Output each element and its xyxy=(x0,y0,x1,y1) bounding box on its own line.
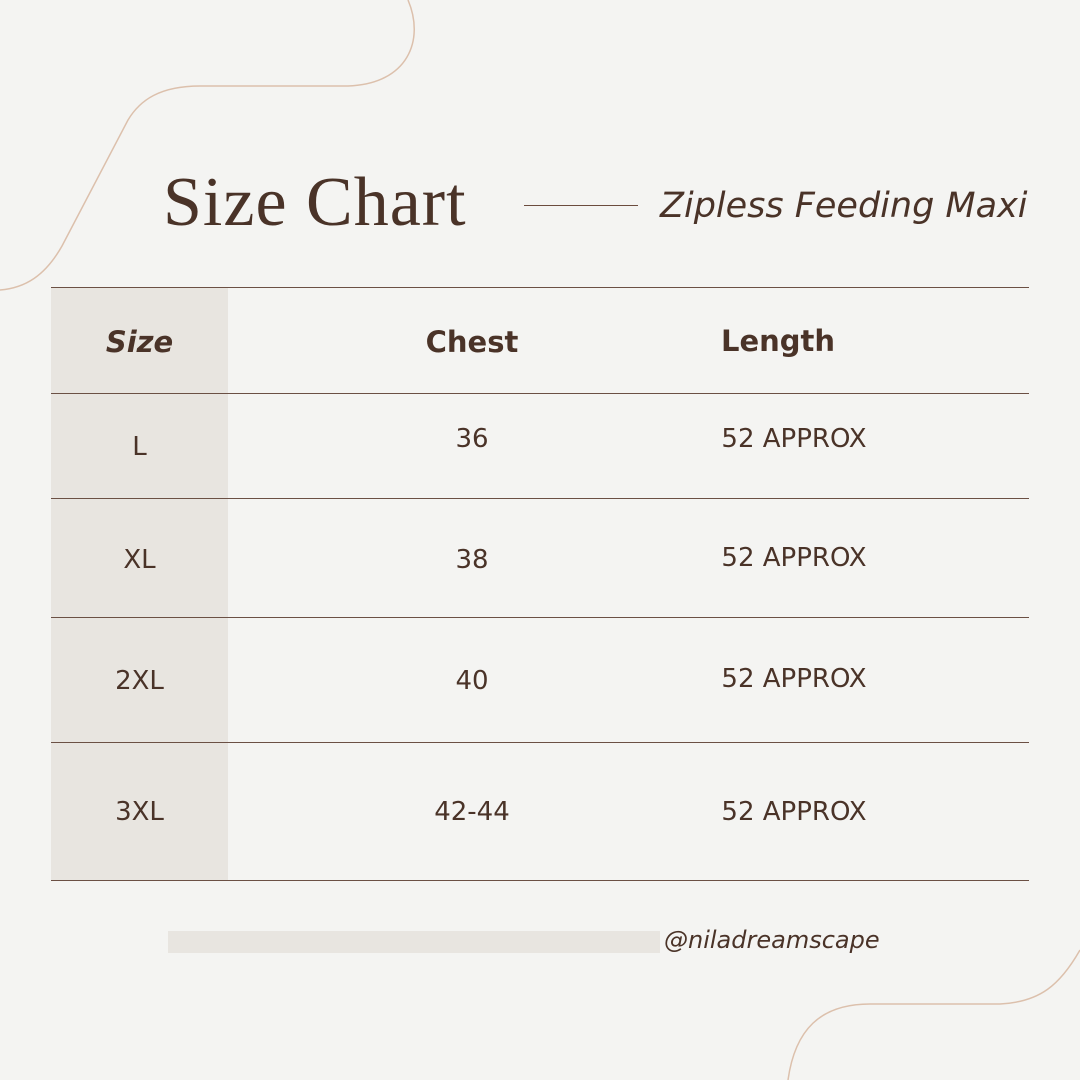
top-left-curve xyxy=(0,0,415,291)
size-cell: 2XL xyxy=(115,666,164,696)
table-rule xyxy=(51,742,1029,743)
size-column-background xyxy=(51,287,228,880)
length-cell: 52 APPROX xyxy=(721,424,867,454)
title-divider xyxy=(524,205,638,206)
product-subtitle: Zipless Feeding Maxi xyxy=(660,186,1028,226)
length-cell: 52 APPROX xyxy=(721,797,867,827)
table-rule xyxy=(51,498,1029,499)
length-cell: 52 APPROX xyxy=(721,543,867,573)
social-handle: @niladreamscape xyxy=(664,926,880,954)
header-chest: Chest xyxy=(425,325,519,359)
size-cell: L xyxy=(132,432,147,462)
footer-accent-bar xyxy=(168,931,660,953)
size-cell: XL xyxy=(123,545,156,575)
table-rule xyxy=(51,393,1029,394)
chest-cell: 42-44 xyxy=(434,797,510,827)
header-size: Size xyxy=(105,325,174,359)
chest-cell: 38 xyxy=(455,545,489,575)
table-rule xyxy=(51,617,1029,618)
table-rule-top xyxy=(51,287,1029,288)
size-cell: 3XL xyxy=(115,797,164,827)
bottom-right-curve xyxy=(787,949,1080,1080)
length-cell: 52 APPROX xyxy=(721,664,867,694)
chest-cell: 36 xyxy=(455,424,489,454)
page-title: Size Chart xyxy=(163,164,467,241)
header-length: Length xyxy=(720,324,836,358)
chest-cell: 40 xyxy=(455,666,489,696)
table-rule-bottom xyxy=(51,880,1029,881)
